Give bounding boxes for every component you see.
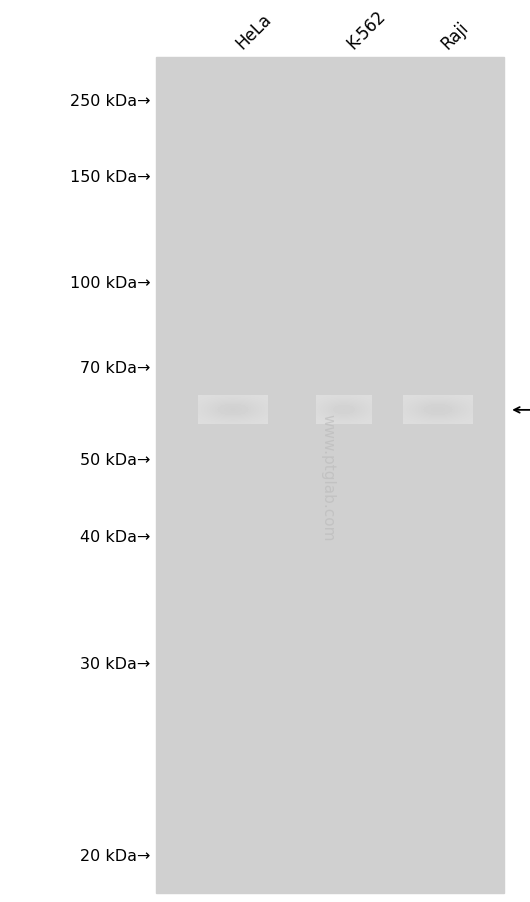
- Text: 100 kDa→: 100 kDa→: [70, 276, 151, 290]
- Text: K-562: K-562: [344, 7, 390, 53]
- Text: 70 kDa→: 70 kDa→: [81, 361, 151, 375]
- Text: 50 kDa→: 50 kDa→: [81, 453, 151, 467]
- Text: 20 kDa→: 20 kDa→: [81, 849, 151, 863]
- Text: Raji: Raji: [438, 19, 472, 53]
- Text: HeLa: HeLa: [233, 11, 275, 53]
- Text: 150 kDa→: 150 kDa→: [70, 170, 151, 185]
- Text: 40 kDa→: 40 kDa→: [81, 529, 151, 544]
- Text: www.ptglab.com: www.ptglab.com: [320, 414, 335, 541]
- Text: 30 kDa→: 30 kDa→: [81, 656, 151, 671]
- Bar: [156, 58, 504, 893]
- Text: 250 kDa→: 250 kDa→: [70, 94, 151, 108]
